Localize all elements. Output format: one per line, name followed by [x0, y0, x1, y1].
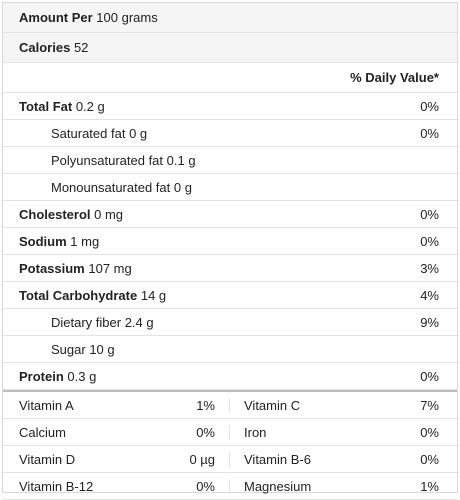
vitamin-row: Vitamin A 1% Vitamin C 7% — [3, 392, 457, 419]
nutrient-daily-value: 3% — [420, 260, 439, 276]
nutrient-daily-value: 0% — [420, 125, 439, 141]
nutrient-daily-value: 0% — [420, 206, 439, 222]
nutrient-name: Sugar — [51, 341, 86, 357]
vitamin-row: Vitamin D 0 µg Vitamin B-6 0% — [3, 446, 457, 473]
nutrient-daily-value: 4% — [420, 287, 439, 303]
nutrient-amount: 0.1 g — [166, 152, 196, 168]
nutrient-amount: 0 g — [129, 125, 148, 141]
calories-value: 52 — [73, 40, 89, 55]
amount-value: 100 grams — [96, 10, 158, 25]
nutrient-row: Monounsaturated fat 0 g — [3, 174, 457, 201]
nutrient-name: Polyunsaturated fat — [51, 152, 164, 168]
amount-per-row: Amount Per 100 grams — [3, 3, 457, 33]
calories-label: Calories — [19, 40, 71, 55]
vitamin-name: Vitamin B-12 — [19, 478, 94, 494]
nutrient-name: Total Fat — [19, 98, 73, 114]
nutrient-row: Sodium 1 mg 0% — [3, 228, 457, 255]
nutrient-row: Cholesterol 0 mg 0% — [3, 201, 457, 228]
nutrient-name: Saturated fat — [51, 125, 126, 141]
vitamin-daily-value: 0 µg — [189, 451, 215, 467]
nutrient-daily-value: 0% — [420, 233, 439, 249]
nutrient-name: Monounsaturated fat — [51, 179, 171, 195]
nutrient-row: Saturated fat 0 g 0% — [3, 120, 457, 147]
vitamin-cell: Iron 0% — [230, 425, 457, 440]
vitamin-name: Calcium — [19, 424, 66, 440]
nutrient-daily-value: 0% — [420, 98, 439, 114]
nutrient-row: Protein 0.3 g 0% — [3, 363, 457, 390]
vitamin-daily-value: 0% — [420, 451, 439, 467]
vitamin-cell: Vitamin A 1% — [3, 397, 230, 413]
vitamin-daily-value: 1% — [420, 478, 439, 494]
vitamin-daily-value: 0% — [420, 424, 439, 440]
nutrient-name: Cholesterol — [19, 206, 91, 222]
amount-label: Amount Per — [19, 10, 93, 25]
nutrient-amount: 2.4 g — [124, 314, 154, 330]
vitamin-name: Vitamin C — [244, 397, 301, 413]
daily-value-heading-row: % Daily Value* — [3, 63, 457, 93]
nutrient-amount: 1 mg — [70, 233, 100, 249]
nutrient-row: Polyunsaturated fat 0.1 g — [3, 147, 457, 174]
divider — [3, 390, 457, 392]
vitamin-cell: Calcium 0% — [3, 424, 230, 440]
nutrient-name: Sodium — [19, 233, 67, 249]
nutrient-list: Total Fat 0.2 g 0% Saturated fat 0 g 0% Poly… — [3, 93, 457, 390]
vitamin-daily-value: 0% — [196, 424, 215, 440]
nutrient-row: Dietary fiber 2.4 g 9% — [3, 309, 457, 336]
nutrient-amount: 107 mg — [88, 260, 132, 276]
nutrient-amount: 14 g — [140, 287, 167, 303]
nutrient-name: Potassium — [19, 260, 85, 276]
nutrient-amount: 0.2 g — [75, 98, 105, 114]
nutrient-row: Total Carbohydrate 14 g 4% — [3, 282, 457, 309]
vitamin-daily-value: 0% — [196, 478, 215, 494]
vitamin-daily-value: 7% — [420, 397, 439, 413]
nutrient-row: Total Fat 0.2 g 0% — [3, 93, 457, 120]
nutrient-row: Sugar 10 g — [3, 336, 457, 363]
nutrient-amount: 0.3 g — [67, 368, 97, 384]
nutrient-amount: 0 mg — [94, 206, 124, 222]
nutrient-row: Potassium 107 mg 3% — [3, 255, 457, 282]
vitamin-cell: Vitamin C 7% — [230, 398, 457, 413]
vitamin-name: Vitamin D — [19, 451, 76, 467]
vitamin-name: Magnesium — [244, 478, 312, 494]
nutrient-name: Total Carbohydrate — [19, 287, 138, 303]
nutrient-daily-value: 9% — [420, 314, 439, 330]
vitamin-cell: Magnesium 1% — [230, 479, 457, 494]
vitamin-table: Vitamin A 1% Vitamin C 7% Calcium 0% Iron 0% Vit… — [3, 392, 457, 500]
vitamin-row: Vitamin B-12 0% Magnesium 1% — [3, 473, 457, 500]
vitamin-cell: Vitamin D 0 µg — [3, 451, 230, 467]
nutrient-name: Protein — [19, 368, 64, 384]
vitamin-cell: Vitamin B-6 0% — [230, 452, 457, 467]
vitamin-name: Iron — [244, 424, 267, 440]
nutrient-amount: 10 g — [89, 341, 115, 357]
daily-value-heading: % Daily Value* — [350, 70, 439, 85]
nutrient-daily-value: 0% — [420, 368, 439, 384]
vitamin-cell: Vitamin B-12 0% — [3, 478, 230, 494]
vitamin-daily-value: 1% — [196, 397, 215, 413]
calories-row: Calories 52 — [3, 33, 457, 63]
vitamin-name: Vitamin B-6 — [244, 451, 311, 467]
vitamin-row: Calcium 0% Iron 0% — [3, 419, 457, 446]
nutrient-amount: 0 g — [173, 179, 192, 195]
nutrient-name: Dietary fiber — [51, 314, 122, 330]
vitamin-name: Vitamin A — [19, 397, 74, 413]
